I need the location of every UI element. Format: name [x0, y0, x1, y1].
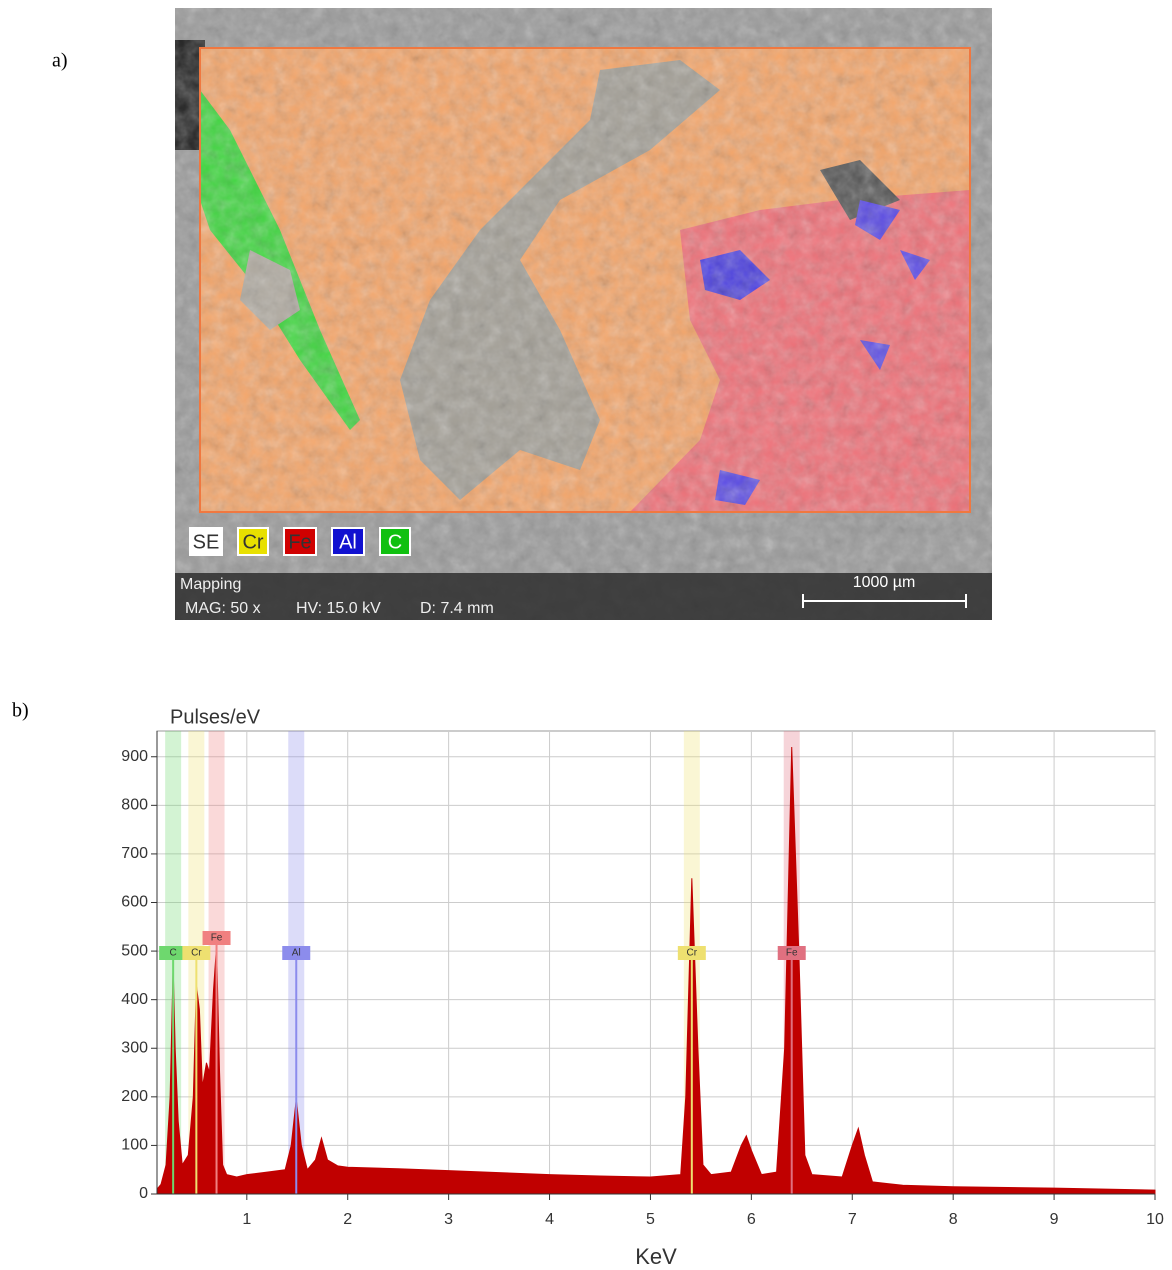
legend-swatch [379, 527, 411, 556]
info-text: D: 7.4 mm [420, 600, 494, 617]
legend-label: Fe [288, 531, 311, 553]
element-tag [282, 946, 311, 960]
y-tick-label: 700 [121, 845, 148, 862]
y-tick-label: 200 [121, 1088, 148, 1105]
y-tick-label: 0 [139, 1185, 148, 1202]
element-tag [182, 946, 211, 960]
legend-label: C [388, 531, 402, 553]
y-tick-label: 900 [121, 748, 148, 765]
x-tick-label: 9 [1050, 1211, 1059, 1228]
mode-label: Mapping [180, 576, 241, 593]
legend-label: SE [193, 531, 220, 553]
x-tick-label: 4 [545, 1211, 554, 1228]
panel-label: a) [52, 50, 68, 72]
y-tick-label: 400 [121, 991, 148, 1008]
info-text: MAG: 50 x [185, 600, 261, 617]
y-tick-label: 600 [121, 894, 148, 911]
panel-label: b) [12, 700, 29, 722]
x-tick-label: 3 [444, 1211, 453, 1228]
element-label: Al [292, 948, 301, 959]
x-tick-label: 10 [1146, 1211, 1164, 1228]
x-tick-label: 7 [848, 1211, 857, 1228]
legend-label: Cr [242, 531, 263, 553]
sem-image [175, 8, 992, 620]
x-tick-label: 5 [646, 1211, 655, 1228]
y-tick-label: 300 [121, 1039, 148, 1056]
y-axis-label: Pulses/eV [170, 706, 261, 728]
element-label: Cr [687, 948, 698, 959]
x-tick-label: 8 [949, 1211, 958, 1228]
legend-swatch [331, 527, 365, 556]
legend-swatch [189, 527, 223, 556]
y-tick-label: 100 [121, 1137, 148, 1154]
x-tick-label: 6 [747, 1211, 756, 1228]
x-axis-label: KeV [635, 1244, 677, 1269]
element-label: Cr [191, 948, 202, 959]
y-tick-label: 500 [121, 942, 148, 959]
element-tag [159, 946, 188, 960]
element-label: C [170, 948, 177, 959]
element-tag [202, 931, 231, 945]
element-tag [677, 946, 706, 960]
map-legend: SE Cr Fe Al C [189, 527, 411, 556]
y-tick-label: 800 [121, 797, 148, 814]
element-tag [777, 946, 806, 960]
x-tick-label: 2 [343, 1211, 352, 1228]
legend-label: Al [339, 531, 357, 553]
legend-swatch [283, 527, 317, 556]
legend-swatch [237, 527, 269, 556]
x-tick-label: 1 [242, 1211, 251, 1228]
element-label: Fe [786, 948, 798, 959]
scale-bar-label: 1000 µm [853, 574, 916, 591]
info-text: HV: 15.0 kV [296, 600, 381, 617]
plot-area [156, 730, 1156, 1195]
element-label: Fe [211, 933, 223, 944]
